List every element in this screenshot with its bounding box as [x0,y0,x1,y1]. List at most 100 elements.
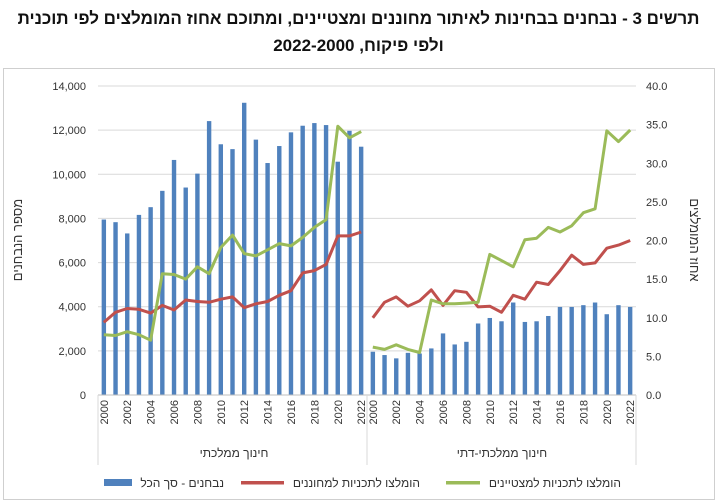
x-tick-label: 2020 [333,400,345,424]
bar-examinees-2010 [218,144,224,395]
line-gifted [371,239,631,319]
x-tick-label: 2006 [169,400,181,424]
bar-examinees-2018 [581,305,586,395]
y-tick-left: 4,000 [58,302,86,314]
y-tick-left: 14,000 [52,81,86,93]
bar-examinees-2003 [405,352,411,395]
x-tick-label: 2016 [555,400,567,424]
line-excellent [103,124,362,342]
x-tick-label: 2006 [438,400,450,424]
x-tick-label: 2018 [578,400,590,424]
legend-swatch-excellent [446,481,480,485]
bar-examinees-2004 [417,353,422,395]
bar-examinees-2011 [230,149,235,395]
y-tick-right: 5.0 [646,351,661,363]
bar-examinees-2022 [358,146,364,395]
bar-examinees-2020 [335,161,340,395]
bar-examinees-2001 [113,222,118,395]
x-tick-label: 2004 [146,400,158,424]
bar-examinees-2004 [148,207,153,395]
bar-examinees-2000 [101,219,107,395]
bar-examinees-2020 [604,314,609,395]
bar-examinees-2012 [510,302,516,395]
y-tick-right: 20.0 [646,236,667,248]
legend-swatch-examinees [104,479,132,486]
bar-examinees-2005 [160,190,165,395]
chart-title-line2: ולפי פיקוח, 2022-2000 [273,36,444,55]
bar-examinees-2008 [464,341,469,395]
group-label-state-religious: חינוך ממלכתי-דתי [457,446,547,460]
y-tick-left: 6,000 [58,258,86,270]
x-tick-label: 2002 [391,400,403,424]
bar-examinees-2013 [253,139,259,395]
y-tick-left: 8,000 [58,213,86,225]
bar-examinees-2022 [627,306,633,395]
bar-examinees-2007 [452,344,457,395]
bar-examinees-2017 [569,306,574,395]
x-tick-label: 2010 [216,400,228,424]
y-tick-right: 10.0 [646,313,667,325]
bar-examinees-2006 [171,159,177,395]
legend-swatch-gifted [241,481,284,485]
y-tick-left: 2,000 [58,346,86,358]
bar-examinees-2000 [370,351,376,395]
chart-title-line1: תרשים 3 - נבחנים בבחינות לאיתור מחוננים … [17,9,700,28]
y-tick-right: 25.0 [646,197,667,209]
bar-examinees-2014 [534,321,539,395]
bar-examinees-2006 [440,333,446,395]
bar-examinees-2008 [195,173,200,395]
bar-examinees-2011 [499,321,504,395]
y-tick-left: 10,000 [52,169,86,181]
y-tick-right: 0.0 [646,390,661,402]
x-tick-label: 2022 [625,400,637,424]
bar-examinees-2015 [277,146,282,395]
bar-examinees-2021 [616,305,621,395]
bar-examinees-2001 [382,355,387,395]
x-tick-label: 2000 [99,400,111,424]
x-tick-label: 2010 [485,400,497,424]
bar-examinees-2014 [265,163,270,395]
y-tick-left: 12,000 [52,125,86,137]
bar-examinees-2002 [394,358,399,395]
x-tick-label: 2012 [239,400,251,424]
bar-examinees-2013 [522,321,528,395]
chart-frame [3,68,715,500]
x-tick-label: 2000 [368,400,380,424]
y-tick-right: 30.0 [646,158,667,170]
y-axis-right-title: אחוז המומלצים [687,198,702,281]
legend-label-examinees: נבחנים - סך הכל [140,476,224,490]
bar-examinees-2009 [475,323,481,395]
bar-examinees-2015 [546,315,551,395]
legend-label-excellent: הומלצו לתכניות למצטיינים [489,476,621,490]
line-excellent [372,128,632,354]
x-tick-label: 2020 [602,400,614,424]
x-tick-label: 2014 [263,400,275,424]
x-tick-label: 2012 [508,400,520,424]
group-label-state: חינוך ממלכתי [200,446,269,460]
y-tick-right: 15.0 [646,274,667,286]
bar-examinees-2018 [312,123,317,395]
x-tick-label: 2014 [532,400,544,424]
x-tick-label: 2008 [461,400,473,424]
bar-examinees-2012 [241,102,247,395]
bar-examinees-2016 [557,306,563,395]
bar-examinees-2009 [206,121,212,396]
bar-examinees-2021 [347,130,352,395]
x-tick-label: 2008 [192,400,204,424]
y-tick-left: 0 [80,390,86,402]
bar-examinees-2005 [429,348,434,395]
bar-examinees-2019 [323,125,329,395]
x-tick-label: 2022 [356,400,368,424]
x-tick-label: 2016 [286,400,298,424]
bar-examinees-2010 [487,317,493,395]
y-tick-right: 40.0 [646,81,667,93]
x-tick-label: 2002 [122,400,134,424]
bar-examinees-2017 [300,125,305,395]
y-axis-left-title: מספר הנבחנים [10,199,25,281]
legend-label-gifted: הומלצו לתכניות למחוננים [293,476,420,490]
bar-examinees-2003 [136,214,142,395]
line-gifted [102,230,362,324]
y-tick-right: 35.0 [646,120,667,132]
bar-examinees-2019 [592,302,598,395]
